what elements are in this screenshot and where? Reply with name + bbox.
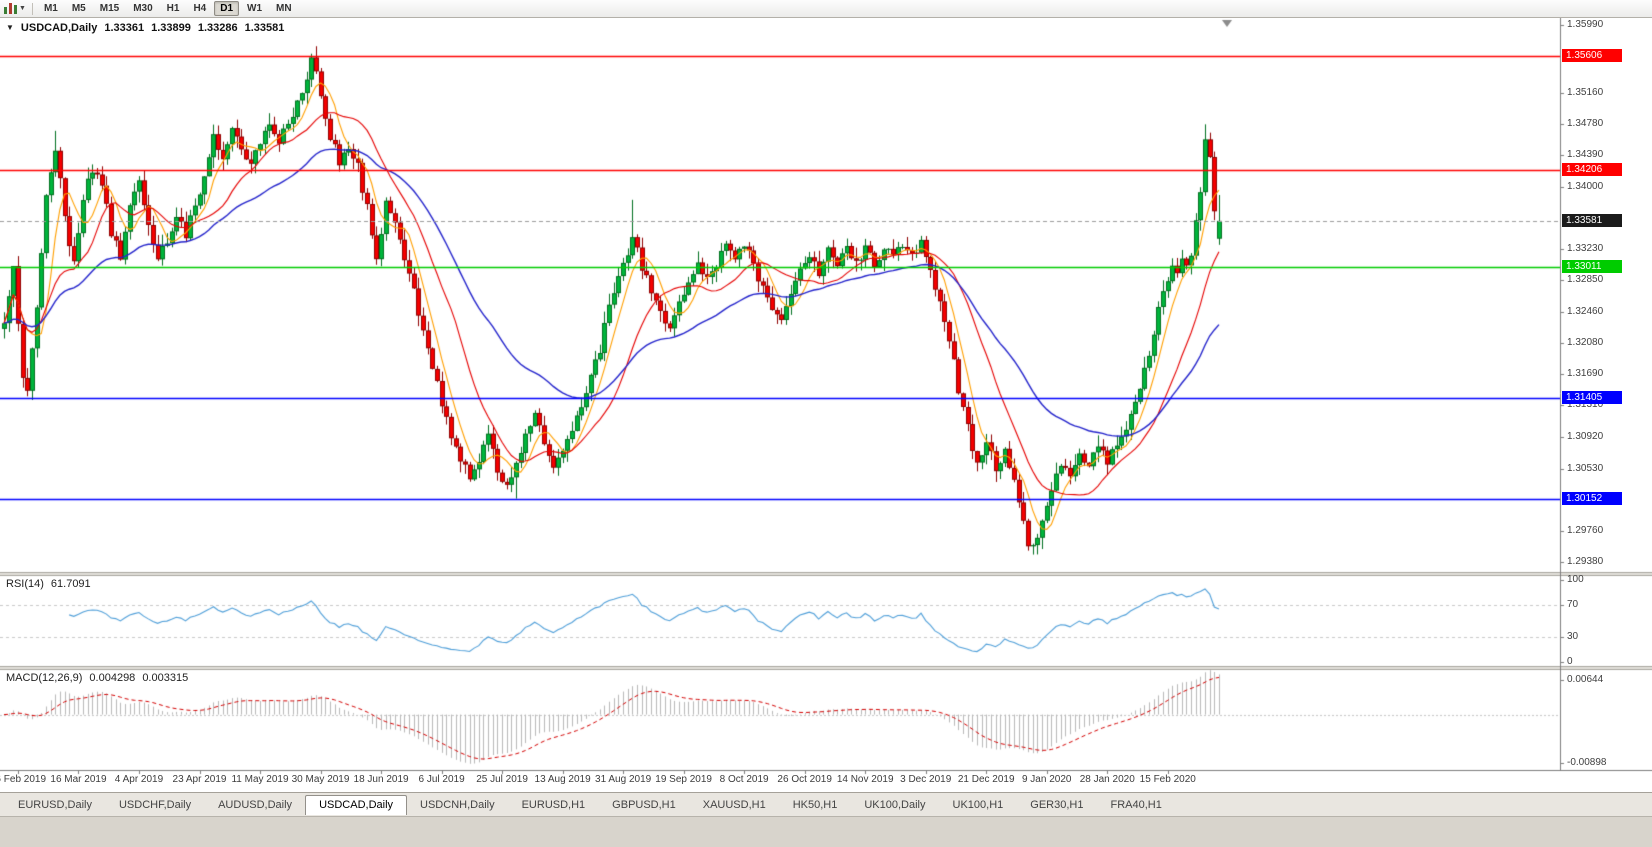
macd-name: MACD(12,26,9) [6,672,83,684]
timeframe-button-m1[interactable]: M1 [43,3,58,14]
timeframe-button-d1[interactable]: D1 [214,1,240,16]
chart-tab-eurusd-h1[interactable]: EURUSD,H1 [521,799,586,811]
date-axis-label: 19 Sep 2019 [655,774,712,785]
chart-tab-audusd-daily[interactable]: AUDUSD,Daily [218,799,293,811]
chart-tab-usdchf-daily[interactable]: USDCHF,Daily [118,799,192,811]
chart-tab-usdcnh-daily[interactable]: USDCNH,Daily [420,799,495,811]
toolbar-separator [31,2,33,15]
candlestick-chart-icon [4,3,17,14]
chart-tab-uk100-h1[interactable]: UK100,H1 [952,799,1004,811]
date-axis-label: 21 Dec 2019 [957,774,1015,785]
date-axis-label: 14 Nov 2019 [836,774,894,785]
chart-ohlc-title: ▼ USDCAD,Daily 1.33361 1.33899 1.33286 1… [6,22,284,34]
chart-tab-gbpusd-h1[interactable]: GBPUSD,H1 [612,799,676,811]
date-axis-label: 18 Jun 2019 [353,774,409,785]
date-axis-label: 31 Aug 2019 [595,774,652,785]
macd-value-signal: 0.003315 [142,672,189,684]
chart-tab-ger30-h1[interactable]: GER30,H1 [1030,799,1084,811]
rsi-name: RSI(14) [6,578,44,590]
chart-tab-usdcad-daily[interactable]: USDCAD,Daily [305,795,408,815]
timeframe-button-w1[interactable]: W1 [247,3,263,14]
date-axis-label: 11 May 2019 [231,774,289,785]
bottom-strip [0,816,1652,847]
date-axis-label: 13 Aug 2019 [534,774,591,785]
timeframe-buttons-group: M1 M5 M15 M30 H1 H4 D1 W1 MN [37,1,299,16]
timeframe-button-m15[interactable]: M15 [99,3,120,14]
date-axis-label: 4 Apr 2019 [114,774,164,785]
timeframe-button-mn[interactable]: MN [276,3,292,14]
macd-value-main: 0.004298 [89,672,136,684]
timeframe-button-h1[interactable]: H1 [166,3,180,14]
ohlc-low: 1.33286 [197,22,238,34]
timeframes-dropdown-button[interactable]: ▼ [0,1,30,16]
date-axis-label: 28 Jan 2020 [1079,774,1135,785]
timeframe-toolbar: ▼ M1 M5 M15 M30 H1 H4 D1 W1 MN [0,0,1652,18]
chart-menu-icon[interactable]: ▼ [6,23,14,32]
date-axis-label: 26 Oct 2019 [777,774,832,785]
date-axis-label: 3 Dec 2019 [900,774,952,785]
date-axis-label: 25 Jul 2019 [476,774,528,785]
chart-tab-xauusd-h1[interactable]: XAUUSD,H1 [702,799,766,811]
date-axis-label: 16 Mar 2019 [50,774,107,785]
chart-tab-hk50-h1[interactable]: HK50,H1 [792,799,838,811]
date-axis-label: 9 Jan 2020 [1021,774,1072,785]
date-axis-label: 26 Feb 2019 [0,774,47,785]
ohlc-close: 1.33581 [244,22,285,34]
timeframe-button-h4[interactable]: H4 [193,3,207,14]
chart-symbol-period: USDCAD,Daily [20,22,98,34]
ohlc-open: 1.33361 [104,22,145,34]
ohlc-high: 1.33899 [151,22,191,34]
chart-tab-fra40-h1[interactable]: FRA40,H1 [1110,799,1162,811]
chart-tabs-group: EURUSD,Daily USDCHF,Daily AUDUSD,Daily USDC… [4,793,1652,815]
date-axis-label: 23 Apr 2019 [172,774,227,785]
date-axis-label: 15 Feb 2020 [1139,774,1196,785]
timeframe-button-m5[interactable]: M5 [71,3,86,14]
macd-indicator-label: MACD(12,26,9) 0.004298 0.003315 [6,672,188,684]
rsi-indicator-label: RSI(14) 61.7091 [6,578,91,590]
dropdown-caret-icon: ▼ [19,5,26,12]
chart-tab-uk100-daily[interactable]: UK100,Daily [864,799,926,811]
date-axis-label: 30 May 2019 [291,774,350,785]
timeframe-button-m30[interactable]: M30 [133,3,153,14]
chart-tab-eurusd-daily[interactable]: EURUSD,Daily [18,799,92,811]
rsi-value: 61.7091 [50,578,91,590]
date-axis-label: 6 Jul 2019 [418,774,465,785]
date-axis-label: 8 Oct 2019 [719,774,769,785]
chart-tab-bar: EURUSD,Daily USDCHF,Daily AUDUSD,Daily USDC… [0,792,1652,816]
